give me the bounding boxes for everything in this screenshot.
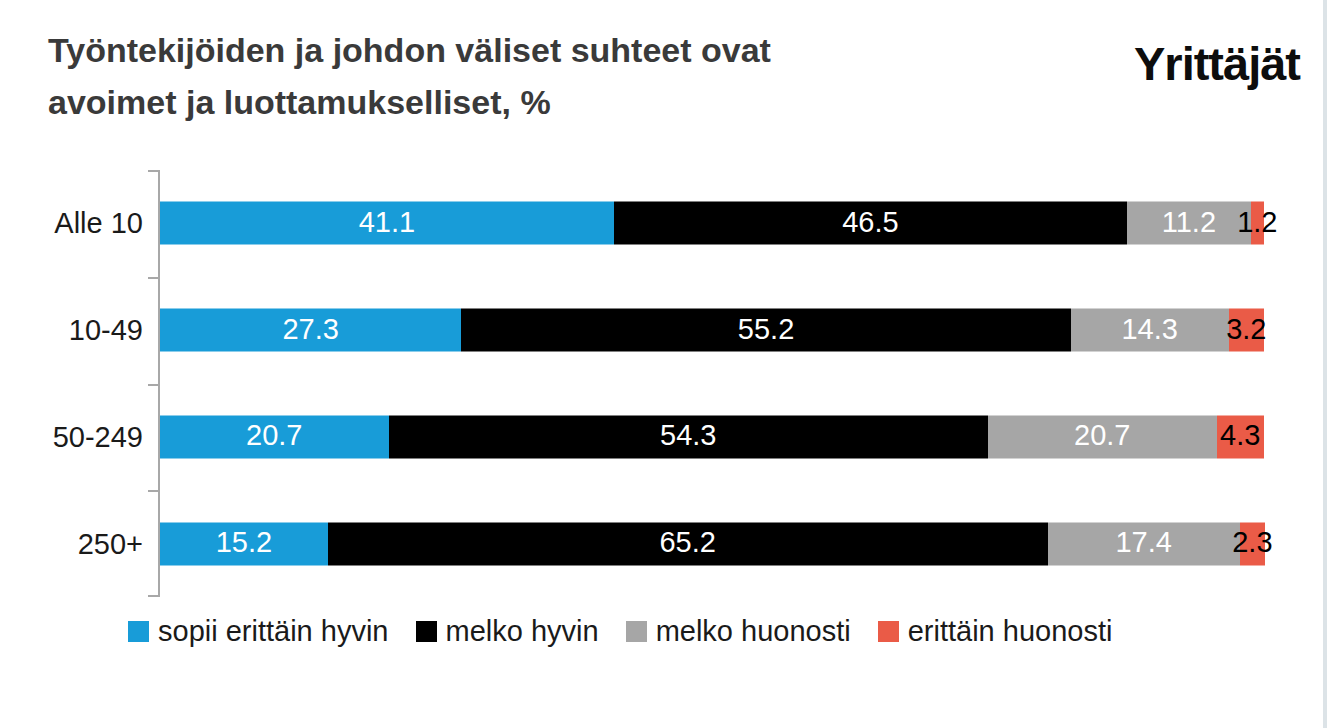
bar-segment: 54.3: [389, 415, 988, 458]
bar-segment: 65.2: [328, 522, 1048, 565]
stacked-bar: 15.2 65.2 17.4 2.3: [160, 522, 1265, 565]
bar-segment: 41.1: [160, 202, 614, 245]
chart-row: 50-24920.754.320.74.3: [160, 384, 1264, 491]
legend-label: erittäin huonosti: [908, 615, 1113, 648]
segment-value-label: 55.2: [738, 313, 794, 346]
category-label: 10-49: [0, 314, 143, 347]
stacked-bar: 41.1 46.5 11.2 1.2: [160, 202, 1264, 245]
segment-value-label: 2.3: [1232, 526, 1272, 559]
legend-label: sopii erittäin hyvin: [158, 615, 389, 648]
plot-area: Alle 1041.146.511.21.210-4927.355.214.33…: [160, 170, 1264, 597]
axis-tick: [148, 384, 158, 386]
legend-item: sopii erittäin hyvin: [128, 615, 389, 648]
bar-segment: 2.3: [1240, 522, 1265, 565]
bar-segment: 1.2: [1251, 202, 1264, 245]
bar-segment: 20.7: [160, 415, 389, 458]
legend: sopii erittäin hyvin melko hyvin melko huo…: [128, 615, 1112, 648]
segment-value-label: 14.3: [1121, 313, 1177, 346]
bar-segment: 27.3: [160, 309, 461, 352]
chart-page: Työntekijöiden ja johdon väliset suhteet…: [0, 0, 1338, 728]
category-label: 250+: [0, 527, 143, 560]
segment-value-label: 17.4: [1115, 526, 1171, 559]
segment-value-label: 54.3: [660, 420, 716, 453]
bar-segment: 46.5: [614, 202, 1127, 245]
chart-row: 250+15.265.217.42.3: [160, 490, 1264, 597]
right-edge-divider: [1323, 0, 1327, 728]
stacked-bar: 27.3 55.2 14.3 3.2: [160, 309, 1264, 352]
legend-swatch-icon: [128, 621, 149, 642]
segment-value-label: 41.1: [359, 206, 415, 239]
axis-tick: [148, 170, 158, 172]
bar-segment: 15.2: [160, 522, 328, 565]
bar-segment: 17.4: [1048, 522, 1240, 565]
legend-item: erittäin huonosti: [878, 615, 1113, 648]
yrittajat-logo: Yrittäjät: [1134, 36, 1300, 91]
bar-segment: 11.2: [1127, 202, 1251, 245]
axis-tick: [148, 595, 158, 597]
legend-swatch-icon: [416, 621, 437, 642]
legend-item: melko huonosti: [626, 615, 851, 648]
segment-value-label: 1.2: [1237, 206, 1277, 239]
segment-value-label: 15.2: [216, 526, 272, 559]
legend-item: melko hyvin: [416, 615, 599, 648]
stacked-bar: 20.7 54.3 20.7 4.3: [160, 415, 1264, 458]
chart-row: Alle 1041.146.511.21.2: [160, 170, 1264, 277]
legend-label: melko hyvin: [446, 615, 599, 648]
segment-value-label: 3.2: [1226, 313, 1266, 346]
legend-swatch-icon: [626, 621, 647, 642]
category-label: Alle 10: [0, 207, 143, 240]
bar-segment: 20.7: [988, 415, 1217, 458]
category-label: 50-249: [0, 420, 143, 453]
bar-segment: 55.2: [461, 309, 1070, 352]
chart-title-line2: avoimet ja luottamukselliset, %: [48, 76, 771, 128]
segment-value-label: 20.7: [246, 420, 302, 453]
legend-label: melko huonosti: [656, 615, 851, 648]
segment-value-label: 46.5: [842, 206, 898, 239]
chart-title-line1: Työntekijöiden ja johdon väliset suhteet…: [48, 24, 771, 76]
segment-value-label: 65.2: [659, 526, 715, 559]
segment-value-label: 20.7: [1074, 420, 1130, 453]
chart-title: Työntekijöiden ja johdon väliset suhteet…: [48, 24, 771, 128]
axis-tick: [148, 490, 158, 492]
segment-value-label: 27.3: [282, 313, 338, 346]
legend-swatch-icon: [878, 621, 899, 642]
bar-segment: 4.3: [1217, 415, 1264, 458]
segment-value-label: 4.3: [1220, 420, 1260, 453]
axis-tick: [148, 277, 158, 279]
bar-segment: 3.2: [1229, 309, 1264, 352]
bar-segment: 14.3: [1071, 309, 1229, 352]
chart-row: 10-4927.355.214.33.2: [160, 277, 1264, 384]
segment-value-label: 11.2: [1162, 206, 1216, 239]
